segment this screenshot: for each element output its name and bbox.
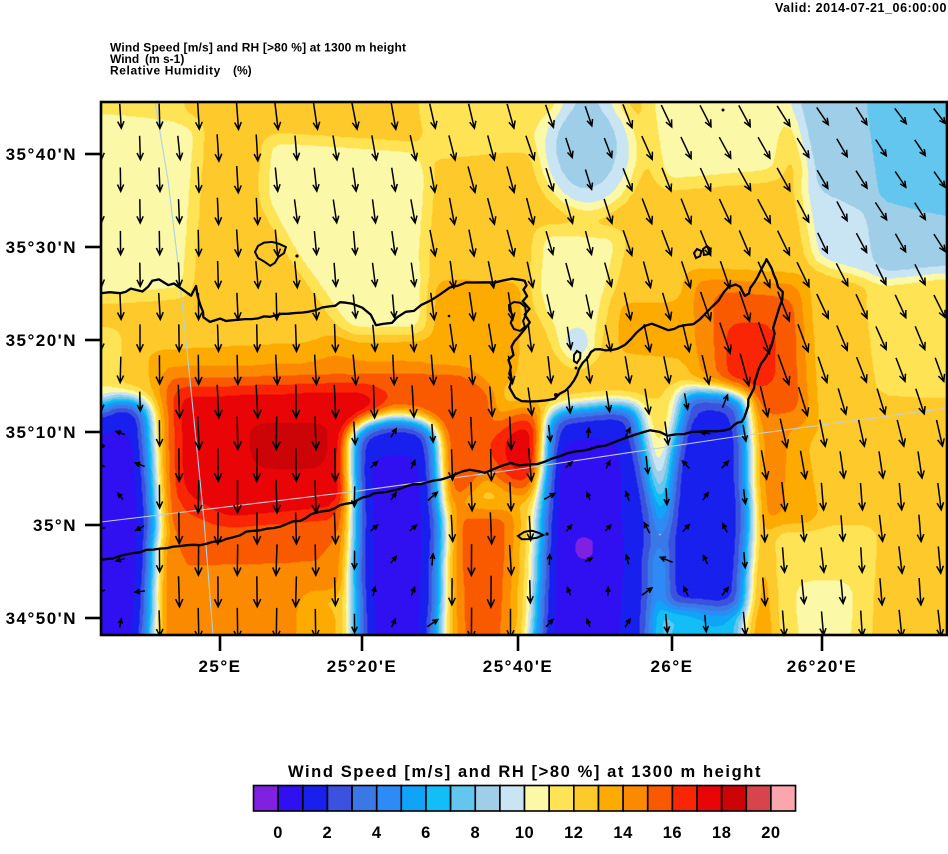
svg-text:10: 10: [515, 824, 534, 842]
svg-text:0: 0: [273, 824, 283, 842]
svg-text:Wind Speed [m/s] and RH [>80 %: Wind Speed [m/s] and RH [>80 %] at 1300 …: [110, 41, 406, 55]
svg-text:(m s-1): (m s-1): [145, 52, 184, 66]
svg-text:12: 12: [564, 824, 583, 842]
svg-text:4: 4: [372, 824, 382, 842]
svg-text:Valid: 2014-07-21_06:00:00: Valid: 2014-07-21_06:00:00: [775, 1, 947, 15]
svg-text:16: 16: [663, 824, 682, 842]
svg-text:18: 18: [712, 824, 731, 842]
svg-text:Relative Humidity: Relative Humidity: [110, 64, 221, 78]
svg-text:14: 14: [613, 824, 633, 842]
svg-text:(%): (%): [233, 64, 252, 78]
svg-text:26°20'E: 26°20'E: [787, 657, 858, 676]
svg-text:25°40'E: 25°40'E: [483, 657, 554, 676]
svg-text:25°E: 25°E: [198, 657, 241, 676]
svg-text:2: 2: [323, 824, 333, 842]
svg-text:35°40'N: 35°40'N: [6, 145, 77, 164]
svg-text:34°50'N: 34°50'N: [6, 609, 77, 628]
svg-text:35°10'N: 35°10'N: [6, 423, 77, 442]
svg-text:Wind: Wind: [110, 52, 139, 66]
svg-text:26°E: 26°E: [650, 657, 693, 676]
svg-text:25°20'E: 25°20'E: [327, 657, 398, 676]
svg-text:Wind Speed [m/s] and RH [>80 %: Wind Speed [m/s] and RH [>80 %] at 1300 …: [288, 763, 762, 781]
svg-text:35°N: 35°N: [33, 516, 77, 535]
svg-text:35°20'N: 35°20'N: [6, 331, 77, 350]
svg-text:6: 6: [421, 824, 431, 842]
svg-text:8: 8: [470, 824, 480, 842]
svg-text:20: 20: [761, 824, 780, 842]
svg-text:35°30'N: 35°30'N: [6, 238, 77, 257]
